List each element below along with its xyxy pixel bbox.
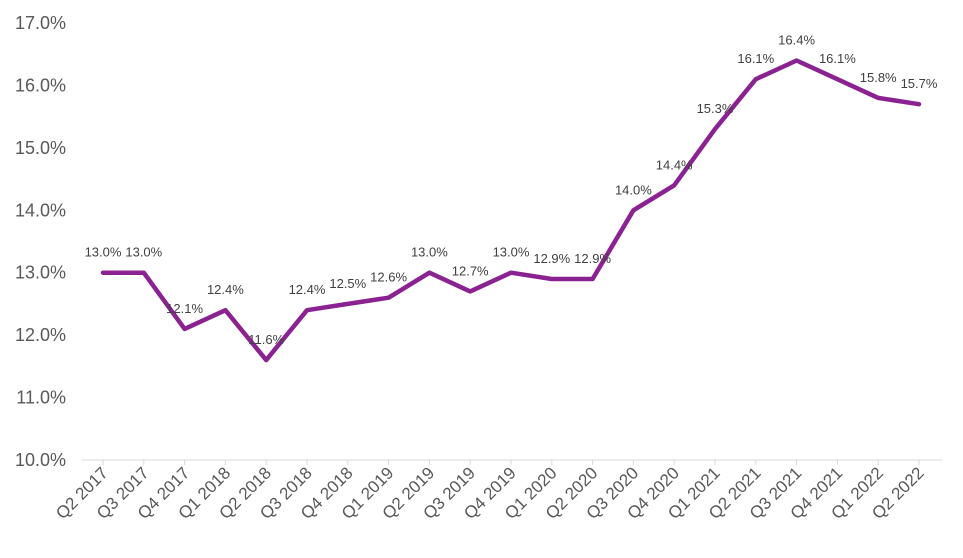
series-line — [100, 58, 922, 363]
data-label: 13.0% — [493, 245, 530, 260]
data-label: 12.9% — [533, 251, 570, 266]
y-tick-label: 11.0% — [16, 388, 66, 408]
data-label: 14.0% — [615, 182, 652, 197]
y-tick-label: 12.0% — [15, 325, 66, 345]
data-label: 12.4% — [289, 282, 326, 297]
y-tick-label: 17.0% — [15, 13, 66, 33]
data-label: 12.6% — [370, 270, 407, 285]
y-tick-label: 16.0% — [15, 75, 66, 95]
data-label: 12.4% — [207, 282, 244, 297]
y-tick-label: 10.0% — [15, 450, 66, 470]
data-label: 15.7% — [901, 76, 938, 91]
data-label: 13.0% — [85, 245, 122, 260]
data-label: 13.0% — [125, 245, 162, 260]
data-label: 12.5% — [329, 276, 366, 291]
data-label: 12.7% — [452, 263, 489, 278]
data-label: 13.0% — [411, 245, 448, 260]
data-label: 12.1% — [166, 301, 203, 316]
data-label: 11.6% — [248, 332, 284, 347]
data-label: 12.9% — [574, 251, 611, 266]
data-label: 16.4% — [778, 32, 815, 47]
y-tick-label: 15.0% — [15, 138, 66, 158]
data-labels: 13.0% 13.0%12.1%12.4%11.6%12.4% 12.5% 12.6%… — [85, 32, 938, 347]
data-label: 16.1% — [819, 51, 856, 66]
data-label: 14.4% — [656, 157, 693, 172]
data-label: 15.3% — [697, 101, 734, 116]
y-tick-label: 13.0% — [15, 263, 66, 283]
data-label: 15.8% — [860, 70, 897, 85]
data-label: 16.1% — [737, 51, 774, 66]
y-tick-label: 14.0% — [15, 200, 66, 220]
y-axis: 10.0% 11.0% 12.0% 13.0% 14.0% 15.0% 16.0% 17.0% — [15, 13, 66, 470]
